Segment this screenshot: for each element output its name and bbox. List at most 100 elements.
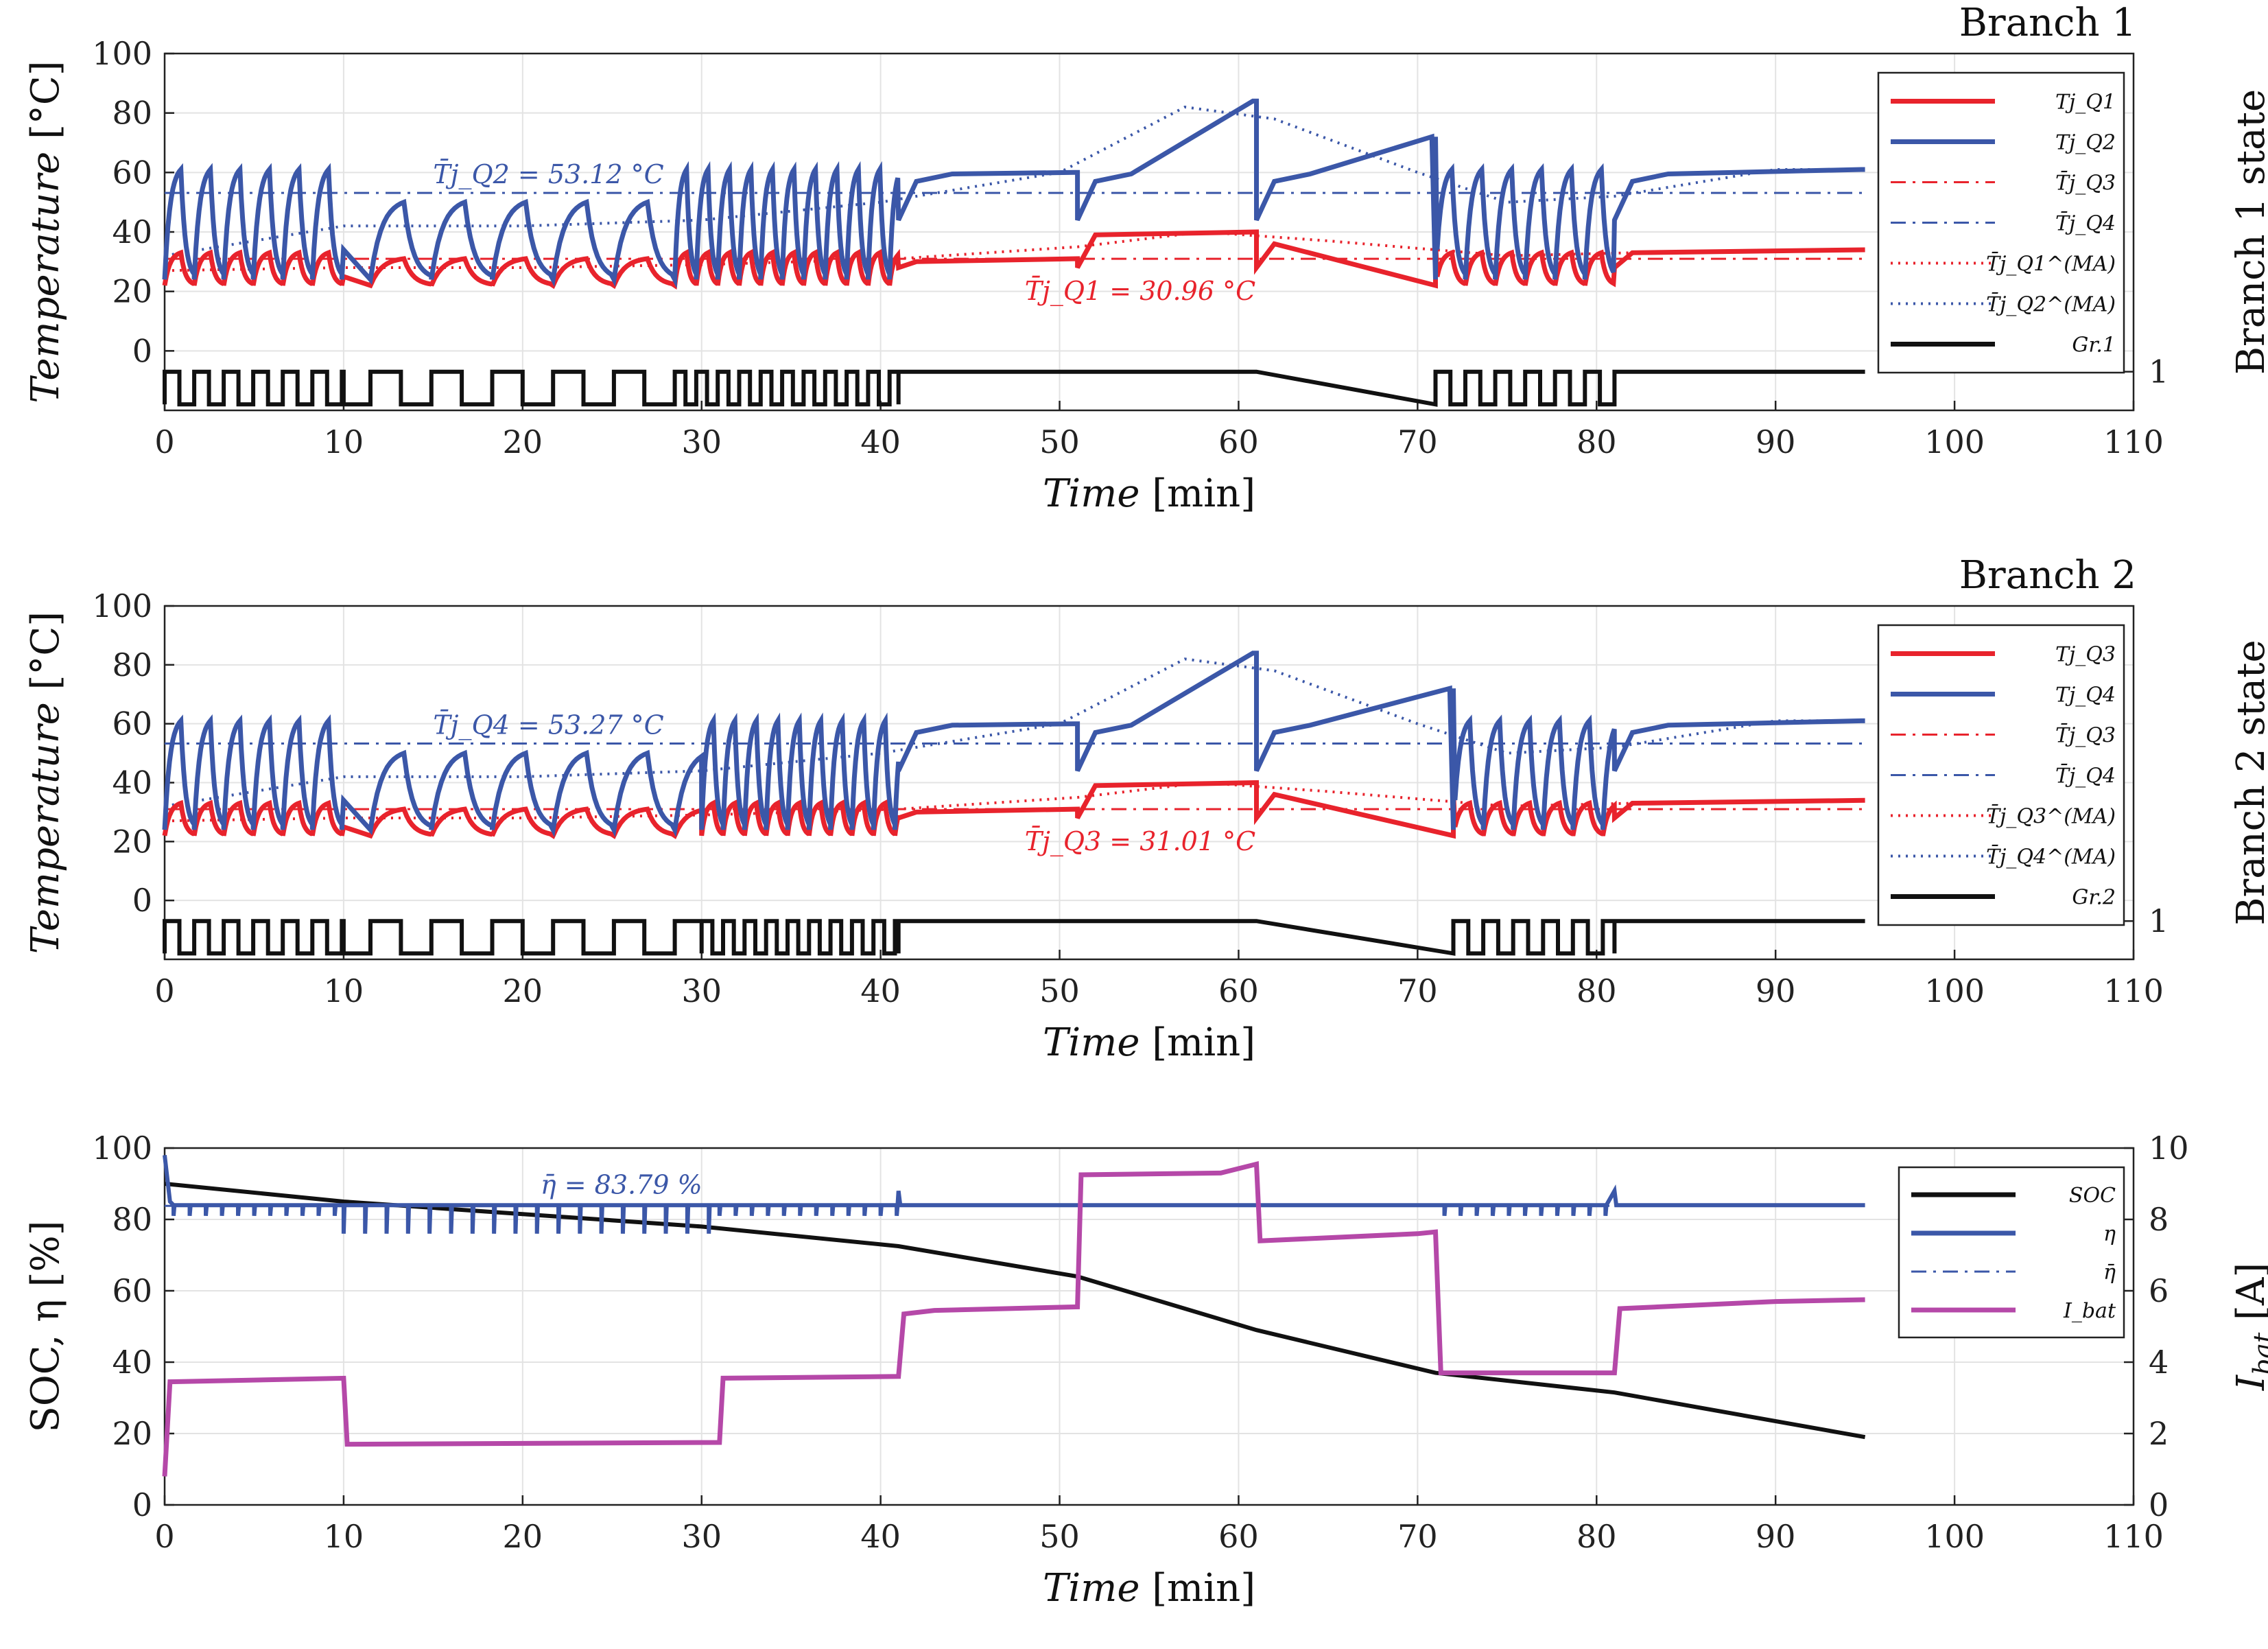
x-tick-label: 70 xyxy=(1397,423,1438,460)
y-axis-label: Temperature [°C] xyxy=(23,611,68,954)
x-tick-label: 20 xyxy=(503,1518,543,1555)
legend-entry-label: Gr.2 xyxy=(2072,886,2116,910)
x-tick-label: 10 xyxy=(324,1518,364,1555)
x-tick-label: 10 xyxy=(324,972,364,1009)
legend-entry-label: SOC xyxy=(2069,1184,2116,1208)
panel-1: 0 10 20 30 40 50 60 70 80 90 100 110 0 20 40 60 80 100 Tim… xyxy=(23,1,2268,516)
legend-entry-label: T̄j_Q3 xyxy=(2055,723,2116,747)
y-tick-label: 40 xyxy=(112,1344,152,1381)
legend: SOC η η̄ I_bat xyxy=(1898,1166,2125,1339)
legend: Tj_Q3 Tj_Q4 T̄j_Q3 T̄j_Q4 T̄j_Q3^(MA) T̄j_Q4^… xyxy=(1877,624,2125,926)
x-tick-label: 30 xyxy=(681,1518,722,1555)
legend-entry-label: Tj_Q3 xyxy=(2055,643,2116,667)
x-tick-label: 0 xyxy=(154,972,174,1009)
annotation-blue-mean: T̄j_Q4 = 53.27 °C xyxy=(433,710,663,741)
x-tick-label: 80 xyxy=(1576,972,1617,1009)
y-axis-label: Temperature [°C] xyxy=(23,60,68,403)
series-moving-average-red xyxy=(164,781,1865,823)
x-tick-label: 40 xyxy=(860,972,901,1009)
x-tick-label: 100 xyxy=(1924,972,1985,1009)
panel-title: Branch 1 xyxy=(1959,1,2136,45)
annotation-blue-mean: T̄j_Q2 = 53.12 °C xyxy=(433,159,663,190)
series-eta xyxy=(163,1155,1865,1234)
y-tick-label: 20 xyxy=(112,1415,152,1452)
right-tick-label: 1 xyxy=(2149,353,2169,390)
y-tick-label: 60 xyxy=(112,154,152,191)
right-tick-label: 4 xyxy=(2149,1344,2169,1381)
x-tick-label: 60 xyxy=(1218,1518,1259,1555)
x-tick-label: 50 xyxy=(1039,423,1080,460)
y-axis-label: SOC, η [%] xyxy=(23,1221,68,1433)
legend-entry-label: T̄j_Q4 xyxy=(2055,211,2116,235)
y-tick-label: 80 xyxy=(112,95,152,132)
x-tick-label: 70 xyxy=(1397,1518,1438,1555)
x-axis-label: Time [min] xyxy=(1043,1020,1255,1065)
legend-entry-label: T̄j_Q3^(MA) xyxy=(1986,804,2116,828)
x-tick-label: 80 xyxy=(1576,1518,1617,1555)
x-tick-label: 20 xyxy=(503,423,543,460)
x-tick-label: 90 xyxy=(1756,972,1796,1009)
right-tick-label: 8 xyxy=(2149,1201,2169,1238)
y-tick-label: 60 xyxy=(112,705,152,742)
x-tick-label: 80 xyxy=(1576,423,1617,460)
y-tick-label: 80 xyxy=(112,1201,152,1238)
x-tick-label: 110 xyxy=(2103,1518,2164,1555)
panel-2: 0 10 20 30 40 50 60 70 80 90 100 110 0 20 40 60 80 100 Tim… xyxy=(23,553,2268,1065)
y-tick-label: 20 xyxy=(112,823,152,860)
legend-entry-label: T̄j_Q1^(MA) xyxy=(1986,251,2116,276)
series-gate-state xyxy=(163,369,1865,407)
series-temp-red xyxy=(162,229,1865,290)
x-tick-label: 90 xyxy=(1756,1518,1796,1555)
y-tick-label: 40 xyxy=(112,213,152,250)
y-tick-label: 100 xyxy=(92,587,152,624)
series-moving-average-red xyxy=(164,230,1865,272)
series-temp-blue xyxy=(162,651,1865,838)
legend-entry-label: η̄ xyxy=(2103,1261,2116,1285)
legend-entry-label: T̄j_Q4 xyxy=(2055,763,2116,788)
right-axis-label: Ibat [A] xyxy=(2229,1263,2268,1391)
x-tick-label: 40 xyxy=(860,423,901,460)
annotation-eta-mean: η̄ = 83.79 % xyxy=(541,1169,702,1200)
legend-box xyxy=(1877,71,2125,374)
right-tick-label: 2 xyxy=(2149,1415,2169,1452)
series-temp-blue xyxy=(162,98,1865,289)
legend-entry-label: Tj_Q2 xyxy=(2055,131,2116,155)
annotation-red-mean: T̄j_Q3 = 31.01 °C xyxy=(1025,826,1255,857)
right-axis-label: Branch 2 state xyxy=(2229,640,2268,925)
x-tick-label: 50 xyxy=(1039,1518,1080,1555)
legend-entry-label: Tj_Q4 xyxy=(2055,683,2116,707)
panel-3: 0 10 20 30 40 50 60 70 80 90 100 110020406080100Tim… xyxy=(23,1130,2268,1611)
x-tick-label: 100 xyxy=(1924,1518,1985,1555)
legend-entry-label: Gr.1 xyxy=(2072,334,2116,358)
y-tick-label: 0 xyxy=(132,1486,152,1523)
plot-frame xyxy=(163,1147,2135,1506)
x-tick-label: 40 xyxy=(860,1518,901,1555)
x-tick-label: 100 xyxy=(1924,423,1985,460)
right-tick-label: 10 xyxy=(2149,1130,2189,1167)
right-axis-label: Branch 1 state xyxy=(2229,89,2268,375)
legend-entry-label: T̄j_Q3 xyxy=(2055,170,2116,195)
series-ibat xyxy=(162,1160,1865,1477)
y-tick-label: 0 xyxy=(132,332,152,369)
x-tick-label: 30 xyxy=(681,423,722,460)
x-tick-label: 50 xyxy=(1039,972,1080,1009)
x-tick-label: 0 xyxy=(154,423,174,460)
panel-title: Branch 2 xyxy=(1959,553,2136,598)
y-tick-label: 100 xyxy=(92,35,152,72)
legend-entry-label: I_bat xyxy=(2063,1299,2116,1323)
legend-entry-label: T̄j_Q4^(MA) xyxy=(1986,844,2116,869)
series-moving-average-blue xyxy=(164,105,1865,257)
right-tick-label: 1 xyxy=(2149,902,2169,939)
x-tick-label: 110 xyxy=(2103,423,2164,460)
right-tick-label: 6 xyxy=(2149,1272,2169,1309)
y-tick-label: 80 xyxy=(112,646,152,683)
x-tick-label: 20 xyxy=(503,972,543,1009)
x-tick-label: 110 xyxy=(2103,972,2164,1009)
legend-entry-label: Tj_Q1 xyxy=(2055,91,2116,115)
x-tick-label: 90 xyxy=(1756,423,1796,460)
legend-box xyxy=(1877,624,2125,926)
legend-entry-label: η xyxy=(2103,1222,2116,1246)
x-tick-label: 60 xyxy=(1218,423,1259,460)
x-axis-label: Time [min] xyxy=(1043,471,1255,516)
